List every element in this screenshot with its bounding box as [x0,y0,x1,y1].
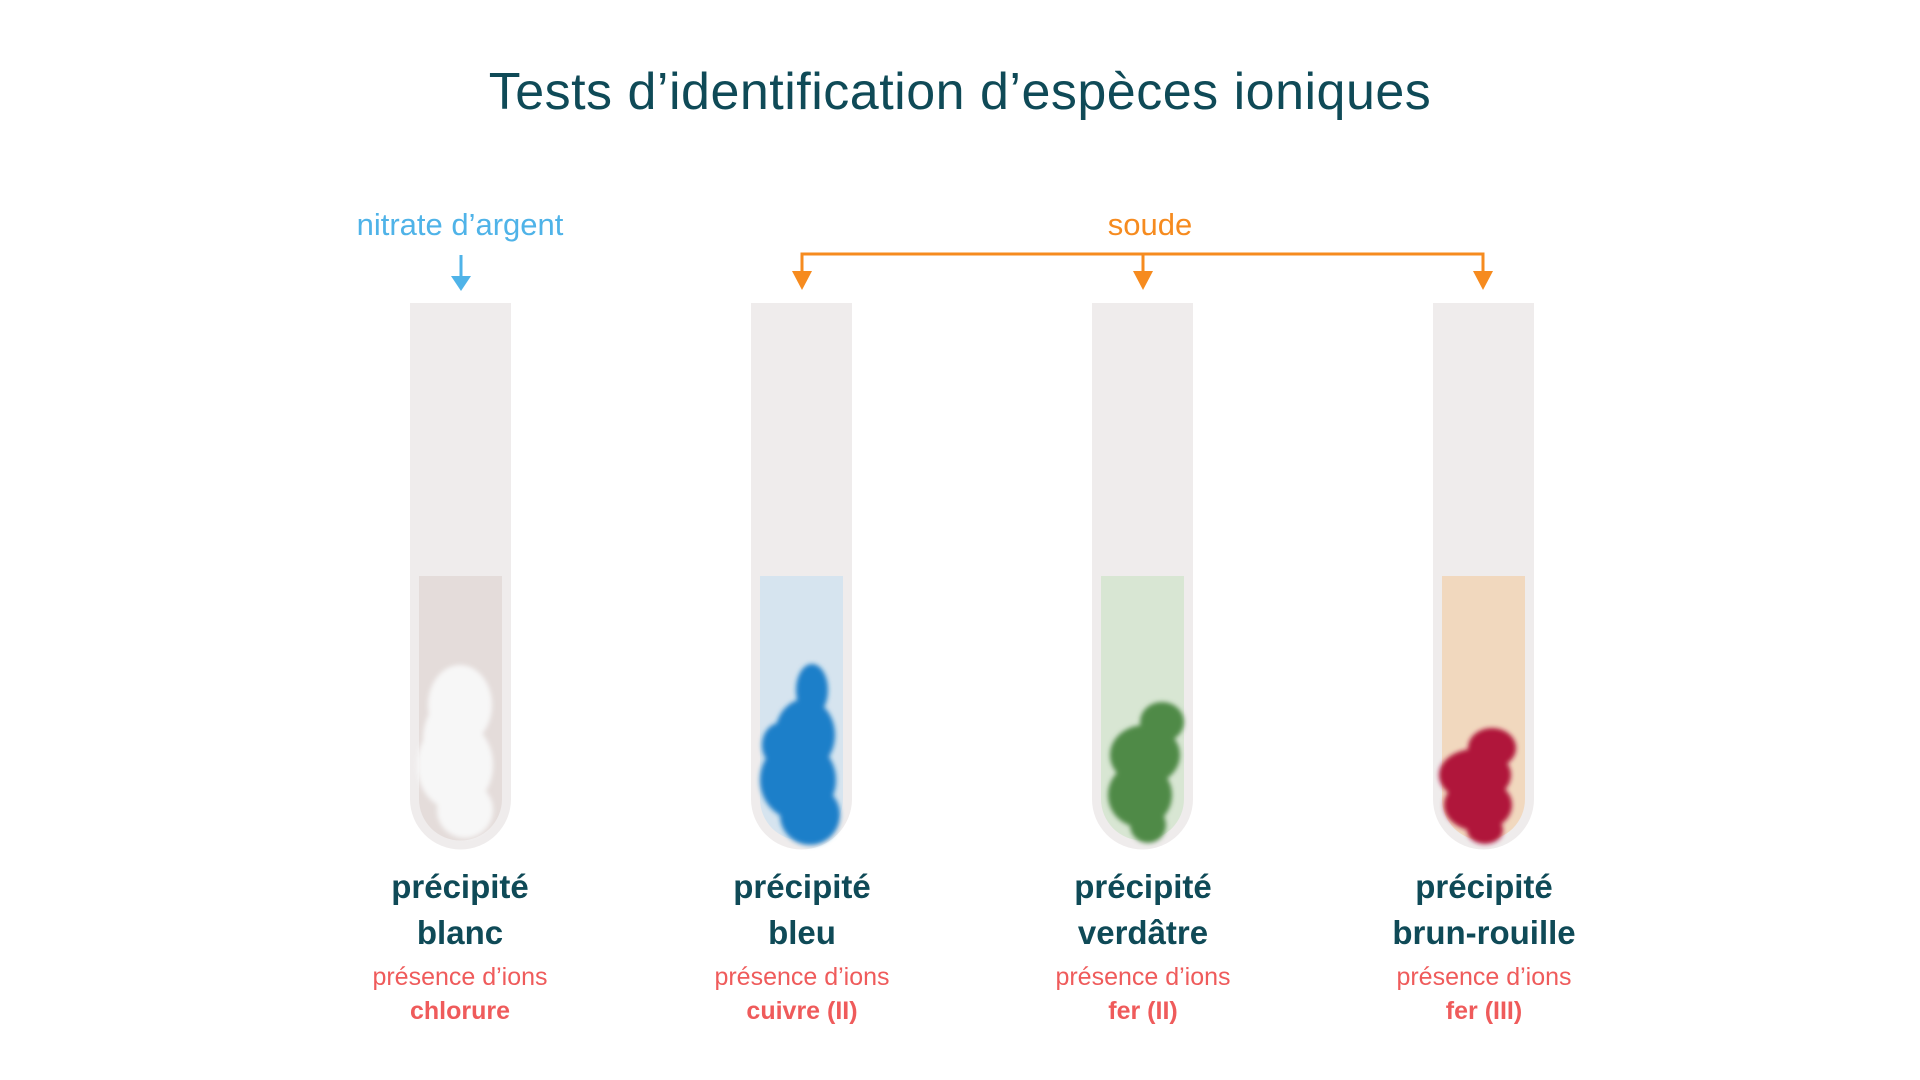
presence-label: présence d’ions [1396,963,1572,991]
test-tube-chloride [410,303,511,850]
precipitate-label: précipité [1074,868,1212,905]
caption-tube-2: précipité bleu présence d’ions cuivre (I… [652,864,952,1028]
ion-label: chlorure [409,997,511,1025]
precipitate-color-label: bleu [768,914,836,951]
soda-arrow-bracket [792,252,1493,290]
precipitate-label: précipité [391,868,529,905]
precipitate-label: précipité [1415,868,1553,905]
reagent-label-silver-nitrate: nitrate d’argent [356,207,564,242]
presence-label: présence d’ions [1055,963,1231,991]
precipitate-label: précipité [733,868,871,905]
silver-nitrate-arrow [451,255,471,291]
page-title: Tests d’identification d’espèces ionique… [488,63,1432,121]
precipitate-white [417,665,493,838]
caption-tube-4: précipité brun-rouille présence d’ions f… [1334,864,1634,1028]
precipitate-greenish [1108,702,1184,843]
precipitate-blue [760,664,840,845]
ion-label: fer (II) [1108,997,1178,1025]
test-tube-iron-ii [1092,303,1193,850]
presence-label: présence d’ions [714,963,890,991]
precipitate-color-label: verdâtre [1077,914,1209,951]
ion-label: cuivre (II) [746,997,858,1025]
test-tube-copper-ii [751,303,852,850]
ion-label: fer (III) [1445,997,1523,1025]
test-tube-iron-iii [1433,303,1534,850]
precipitate-color-label: brun-rouille [1392,914,1576,951]
reagent-label-soda: soude [1107,207,1193,242]
caption-tube-1: précipité blanc présence d’ions chlorure [310,864,610,1028]
precipitate-color-label: blanc [416,914,504,951]
precipitate-rust-brown [1439,728,1516,844]
presence-label: présence d’ions [372,963,548,991]
caption-tube-3: précipité verdâtre présence d’ions fer (… [993,864,1293,1028]
